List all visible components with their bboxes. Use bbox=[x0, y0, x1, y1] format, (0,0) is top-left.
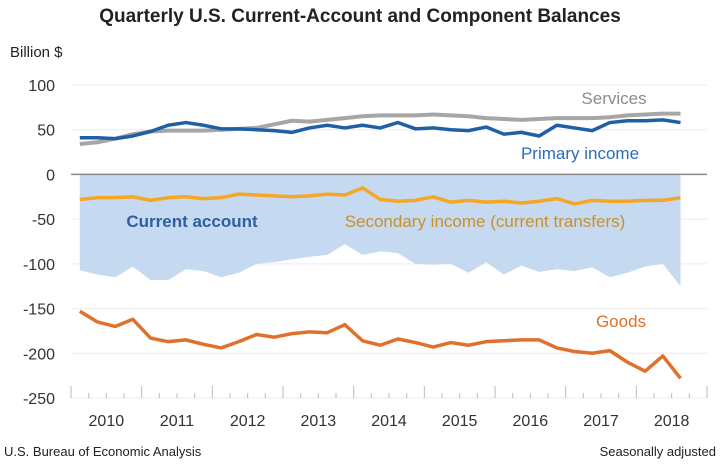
y-tick-label: -250 bbox=[23, 391, 55, 408]
x-tick-label: 2017 bbox=[583, 413, 619, 430]
x-tick-label: 2010 bbox=[89, 413, 125, 430]
source-note: U.S. Bureau of Economic Analysis bbox=[4, 444, 202, 459]
y-tick-label: 100 bbox=[28, 78, 55, 95]
y-tick-label: 0 bbox=[46, 167, 55, 184]
x-tick-label: 2014 bbox=[371, 413, 407, 430]
series-label: Primary income bbox=[521, 144, 639, 163]
series-label: Services bbox=[581, 89, 646, 108]
x-tick-label: 2013 bbox=[301, 413, 337, 430]
y-tick-label: -50 bbox=[32, 212, 55, 229]
x-tick-label: 2018 bbox=[654, 413, 690, 430]
adjustment-note: Seasonally adjusted bbox=[599, 444, 716, 459]
series-label: Current account bbox=[126, 212, 258, 231]
x-tick-label: 2011 bbox=[160, 413, 195, 430]
y-tick-label: -200 bbox=[23, 346, 55, 363]
series-label: Secondary income (current transfers) bbox=[345, 212, 626, 231]
goods-line bbox=[78, 309, 682, 380]
x-tick-label: 2012 bbox=[230, 413, 266, 430]
series-label: Goods bbox=[596, 312, 646, 331]
x-tick-label: 2015 bbox=[442, 413, 478, 430]
x-tick-label: 2016 bbox=[513, 413, 549, 430]
y-tick-label: -150 bbox=[23, 302, 55, 319]
chart-title: Quarterly U.S. Current-Account and Compo… bbox=[99, 6, 621, 27]
y-tick-label: 50 bbox=[37, 123, 55, 140]
y-tick-label: -100 bbox=[23, 257, 55, 274]
y-axis-label: Billion $ bbox=[10, 44, 63, 61]
